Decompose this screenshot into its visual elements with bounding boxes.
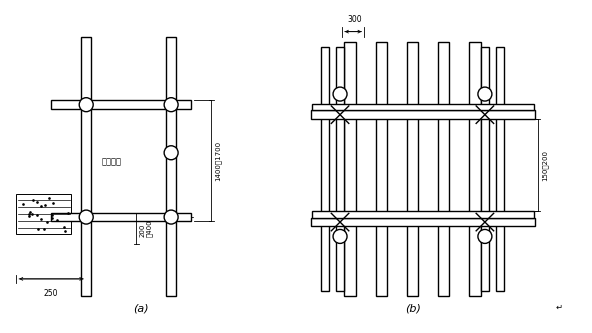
Circle shape <box>79 210 93 224</box>
Bar <box>345 42 356 296</box>
Bar <box>311 218 536 226</box>
Bar <box>336 47 345 291</box>
Text: 1400～1700: 1400～1700 <box>215 141 221 181</box>
Circle shape <box>79 98 93 112</box>
Text: (a): (a) <box>133 304 149 314</box>
Circle shape <box>333 229 347 243</box>
Text: (b): (b) <box>405 304 421 314</box>
Bar <box>496 47 504 291</box>
Bar <box>52 213 191 221</box>
Bar <box>52 100 191 109</box>
Bar <box>17 194 71 234</box>
Bar <box>311 110 536 119</box>
Circle shape <box>333 87 347 101</box>
Circle shape <box>478 87 492 101</box>
Text: ↵: ↵ <box>556 302 563 311</box>
Bar <box>481 47 489 291</box>
Bar <box>469 42 481 296</box>
Circle shape <box>164 146 178 160</box>
Text: 楼板平面: 楼板平面 <box>101 157 121 166</box>
Circle shape <box>164 98 178 112</box>
Bar <box>376 42 387 296</box>
Bar <box>438 42 449 296</box>
Bar <box>321 47 329 291</box>
Circle shape <box>164 210 178 224</box>
Text: 200
～400: 200 ～400 <box>139 219 153 237</box>
Bar <box>312 104 534 110</box>
Text: 250: 250 <box>44 289 59 298</box>
Circle shape <box>478 229 492 243</box>
Bar <box>312 211 534 218</box>
Bar <box>166 37 176 296</box>
Text: 150～200: 150～200 <box>542 150 548 181</box>
Bar <box>81 37 91 296</box>
Text: 300: 300 <box>347 15 362 24</box>
Bar <box>407 42 418 296</box>
